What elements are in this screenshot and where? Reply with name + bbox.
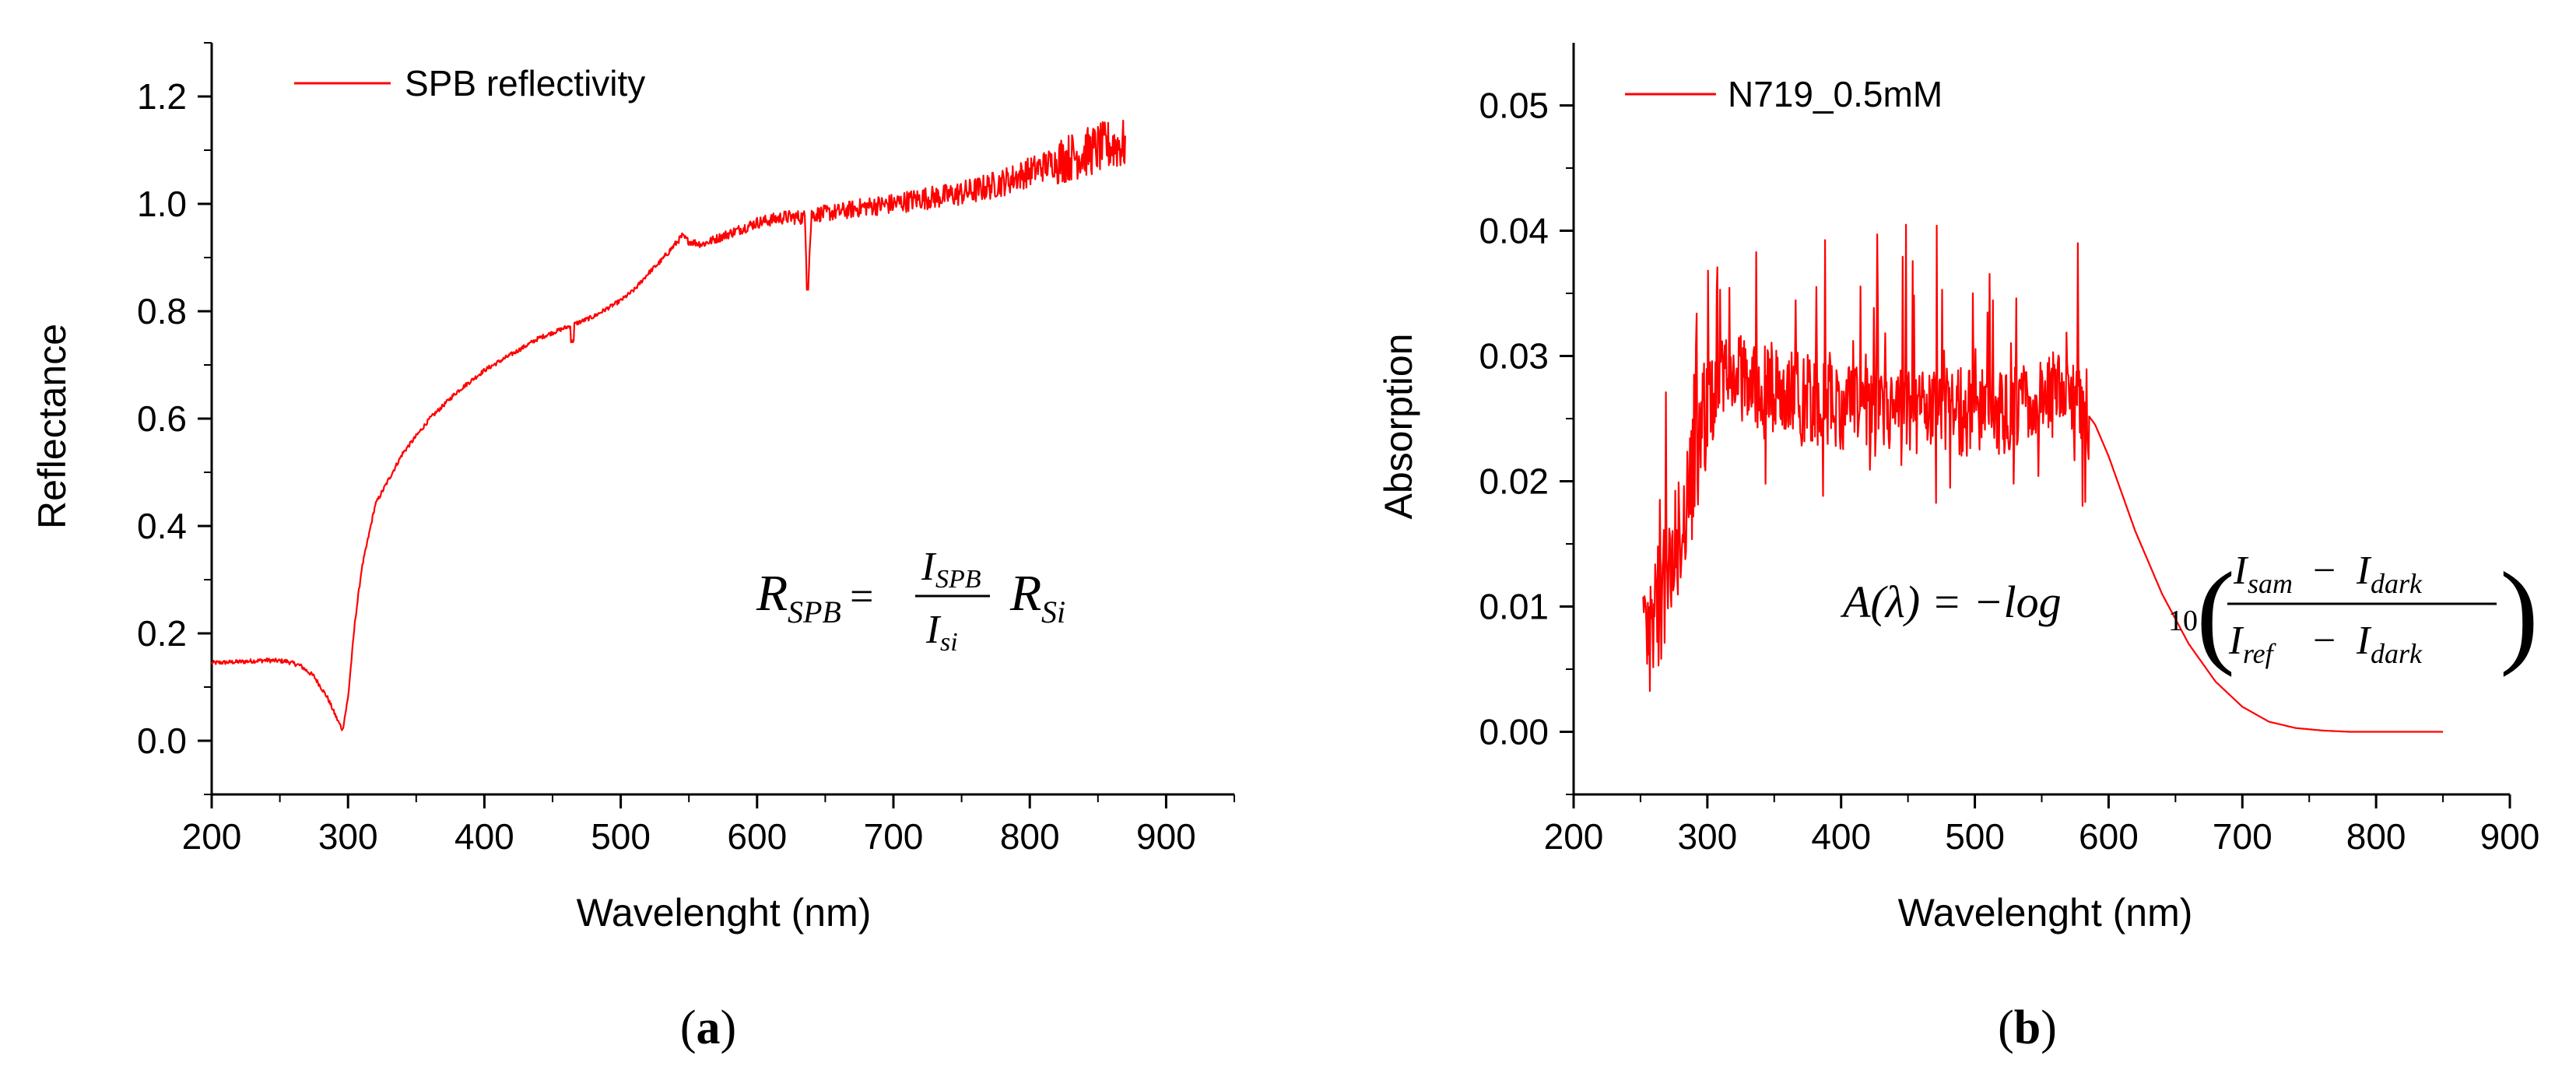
panel-a-ticks: 200 300 400 500 600 700 800 900 0.0 0.2 0.4 0.6 0.8 1… [137,42,1235,857]
panel-a-ylabel: Reflectance [30,324,74,529]
formula-b-den-i: I [2228,619,2244,663]
formula-b-den-sub2: dark [2371,638,2423,669]
panel-b-ytick-label: 0.04 [1479,211,1549,251]
panel-b-legend-label: N719_0.5mM [1728,74,1943,114]
formula-b-num-i: I [2233,549,2249,593]
panel-a-series-polyline [211,119,1126,731]
panel-a-ytick-label: 0.2 [137,613,187,654]
formula-b-sub10: 10 [2168,605,2198,637]
formula-b-num-i2: I [2356,549,2372,593]
panel-a-series-line [211,119,1126,731]
panel-b-xlabel: Wavelenght (nm) [1898,891,2193,934]
formula-b-den-sub1: ref [2243,638,2277,669]
panel-a-legend-label: SPB reflectivity [405,63,645,103]
formula-a-r-sub: SPB [788,594,841,629]
panel-b-ytick-label: 0.05 [1479,86,1549,126]
panel-b-caption: (b) [1998,1001,2057,1054]
formula-b-den-i2: I [2356,619,2372,663]
panel-b-xtick-label: 200 [1544,816,1604,857]
formula-a-num-i: I [921,545,937,589]
panel-a-xlabel: Wavelenght (nm) [577,891,872,934]
panel-a-xtick-label: 200 [182,816,242,857]
formula-a-den-i: I [925,608,942,652]
panel-b-xtick-label: 500 [1945,816,2005,857]
panel-a-xtick-label: 600 [727,816,787,857]
panel-b-ticks: 200 300 400 500 600 700 800 900 0.00 0.01 0.02 0.03… [1479,86,2539,857]
formula-a-r: R [756,565,788,622]
panel-a-xtick-label: 300 [318,816,378,857]
formula-a-equals: = [850,573,873,619]
panel-b-xtick-label: 400 [1811,816,1871,857]
panel-a-caption: (a) [680,1001,736,1054]
panel-a-xtick-label: 800 [1000,816,1060,857]
panel-b-xtick-label: 600 [2079,816,2139,857]
panel-b-absorption-chart: 200 300 400 500 600 700 800 900 0.00 0.01 0.02 0.03… [1377,43,2539,1054]
panel-a-ytick-label: 1.2 [137,76,187,117]
formula-a-den-sub: si [940,628,958,657]
panel-b-ytick-label: 0.01 [1479,587,1549,627]
panel-a-ytick-label: 0.4 [137,506,187,546]
formula-b-num-sub1: sam [2248,568,2293,599]
formula-a-num-sub: SPB [935,565,981,594]
panel-a-ytick-label: 1.0 [137,184,187,224]
panel-a-reflectance-chart: 200 300 400 500 600 700 800 900 0.0 0.2 0.4 0.6 0.8 1… [30,42,1235,1054]
panel-b-xtick-label: 700 [2213,816,2272,857]
panel-a-xtick-label: 400 [454,816,514,857]
formula-a-r2: R [1009,565,1041,622]
formula-b-lead: A(λ) = −log [1840,577,2062,627]
panel-b-xtick-label: 900 [2480,816,2540,857]
panel-a-xtick-label: 700 [864,816,924,857]
formula-b-open-paren: ( [2196,549,2235,678]
formula-b-close-paren: ) [2500,549,2539,678]
panel-b-ylabel: Absorption [1377,333,1420,519]
formula-b-num-sub2: dark [2371,568,2423,599]
panel-a-formula: R SPB = I SPB I si R Si [756,545,1065,657]
panel-a-ytick-label: 0.6 [137,398,187,439]
formula-b-num-minus: − [2313,549,2336,593]
panel-a-xtick-label: 500 [591,816,651,857]
panel-b-ytick-label: 0.00 [1479,712,1549,752]
panel-b-formula: A(λ) = −log 10 ( I sam − I dark I ref − … [1840,549,2539,678]
panel-b-xtick-label: 800 [2346,816,2406,857]
panel-b-xtick-label: 300 [1677,816,1737,857]
panel-a-ytick-label: 0.0 [137,721,187,761]
panel-a-ytick-label: 0.8 [137,291,187,331]
panel-a-xtick-label: 900 [1136,816,1196,857]
panel-b-ytick-label: 0.03 [1479,336,1549,377]
panel-b-ytick-label: 0.02 [1479,461,1549,502]
formula-a-r2-sub: Si [1041,594,1065,629]
panel-b-series-polyline [1642,223,2444,733]
formula-b-den-minus: − [2313,619,2336,663]
panel-b-series-line [1642,223,2444,733]
panel-a-axes [210,43,1234,796]
